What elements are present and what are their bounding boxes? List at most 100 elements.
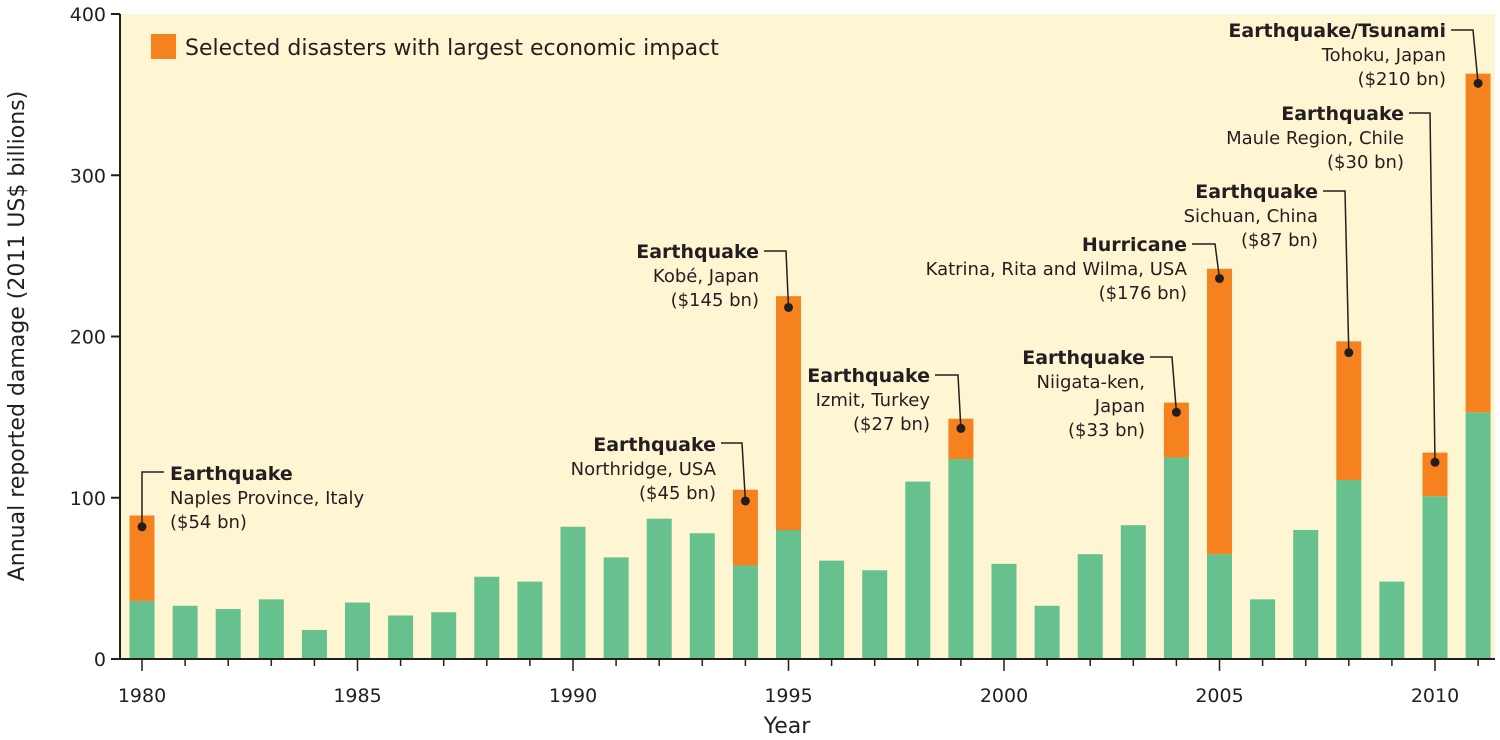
bar-base-1987 — [431, 612, 457, 659]
annotation-type-2004: Earthquake — [1022, 347, 1145, 369]
bar-base-1994 — [732, 565, 758, 659]
bar-base-1983 — [258, 599, 284, 659]
annotation-dot-2008 — [1344, 348, 1354, 358]
annotation-2010: Earthquake Maule Region, Chile ($30 bn) — [1226, 103, 1440, 467]
bar-base-1986 — [388, 615, 414, 659]
annotation-type-2011: Earthquake/Tsunami — [1228, 20, 1446, 42]
annotation-type-1980: Earthquake — [170, 463, 293, 485]
x-tick-label-2000: 2000 — [980, 685, 1028, 707]
annotation-2005: Hurricane Katrina, Rita and Wilma, USA ($1… — [926, 234, 1224, 304]
bar-base-1992 — [646, 518, 672, 659]
bar-base-1984 — [301, 629, 327, 659]
annotation-dot-1999 — [956, 423, 966, 433]
bar-base-1980 — [129, 600, 155, 659]
annotation-line-2008-2: ($87 bn) — [1241, 230, 1318, 251]
x-tick-label-1980: 1980 — [118, 685, 166, 707]
annotation-line-1994-2: ($45 bn) — [639, 483, 716, 504]
legend-swatch-highlight — [151, 34, 176, 59]
annotation-line-2008-1: Sichuan, China — [1184, 206, 1318, 227]
annotation-type-1994: Earthquake — [593, 434, 716, 456]
bar-base-1988 — [474, 576, 500, 659]
axes-group: 0 100 200 300 400 1980 1985 1990 1995 2000 2005 201… — [70, 4, 1495, 707]
plot-background — [120, 14, 1495, 659]
y-tick-label-400: 400 — [70, 4, 106, 26]
annotation-1999: Earthquake Izmit, Turkey ($27 bn) — [807, 365, 966, 435]
annotation-2011: Earthquake/Tsunami Tohoku, Japan ($210 bn) — [1228, 20, 1483, 90]
annotation-line-2004-1: Niigata-ken, — [1037, 372, 1146, 393]
bar-highlight-1995 — [776, 296, 801, 530]
annotation-type-1999: Earthquake — [807, 365, 930, 387]
annotation-leader-2004 — [1150, 356, 1178, 413]
annotation-1994: Earthquake Northridge, USA ($45 bn) — [571, 434, 750, 506]
x-tick-label-2010: 2010 — [1411, 685, 1459, 707]
annotation-leader-2010 — [1409, 112, 1436, 463]
annotation-1995: Earthquake Kobé, Japan ($145 bn) — [636, 241, 793, 312]
annotation-line-1980-1: Naples Province, Italy — [170, 488, 365, 509]
annotation-line-1999-1: Izmit, Turkey — [816, 390, 931, 411]
y-tick-label-100: 100 — [70, 488, 106, 510]
annotations-group: Earthquake Naples Province, Italy ($54 bn)… — [137, 20, 1483, 533]
annotation-dot-2005 — [1215, 273, 1224, 283]
legend-label: Selected disasters with largest economic… — [185, 36, 719, 61]
bar-base-1981 — [172, 605, 198, 659]
bar-base-2007 — [1293, 530, 1319, 659]
annotation-leader-2011 — [1451, 29, 1479, 84]
annotation-line-1980-2: ($54 bn) — [170, 512, 247, 533]
x-tick-label-1990: 1990 — [549, 685, 597, 707]
annotation-leader-1994 — [721, 442, 747, 502]
bar-highlight-2011 — [1465, 73, 1491, 413]
bar-highlight-2008 — [1336, 341, 1362, 481]
annotation-1980: Earthquake Naples Province, Italy ($54 bn) — [137, 463, 365, 533]
annotation-dot-2010 — [1430, 457, 1440, 467]
annotation-line-1995-2: ($145 bn) — [671, 290, 759, 311]
annotation-type-2010: Earthquake — [1281, 103, 1404, 125]
bar-base-2003 — [1120, 525, 1146, 659]
bar-base-1982 — [215, 609, 241, 659]
bar-base-2000 — [991, 563, 1017, 659]
annotation-leader-2005 — [1192, 243, 1221, 279]
annotation-leader-1980 — [141, 471, 164, 527]
bar-base-1998 — [905, 481, 931, 659]
annotation-dot-1994 — [740, 496, 750, 506]
annotation-line-2011-2: ($210 bn) — [1358, 69, 1446, 90]
bar-base-1995 — [776, 530, 801, 659]
bar-base-2010 — [1422, 496, 1448, 659]
bar-base-1991 — [603, 557, 629, 659]
bar-base-1990 — [560, 526, 586, 659]
bar-base-2006 — [1250, 599, 1276, 659]
annotation-line-2004-2: Japan — [1094, 396, 1145, 417]
x-tick-label-2005: 2005 — [1195, 685, 1243, 707]
bars-group — [129, 73, 1491, 659]
bar-base-1997 — [862, 570, 888, 659]
bar-base-2005 — [1207, 554, 1232, 659]
legend: Selected disasters with largest economic… — [151, 34, 719, 61]
bar-base-2004 — [1163, 457, 1189, 659]
annotation-line-1999-2: ($27 bn) — [853, 414, 930, 435]
annotation-line-1994-1: Northridge, USA — [571, 459, 717, 480]
annotation-line-2005-2: ($176 bn) — [1099, 283, 1187, 304]
y-tick-label-0: 0 — [94, 649, 106, 671]
bar-base-2001 — [1034, 605, 1060, 659]
annotation-leader-1995 — [764, 250, 790, 308]
annotation-line-2005-1: Katrina, Rita and Wilma, USA — [926, 259, 1188, 280]
bar-base-1989 — [517, 581, 543, 659]
annotation-leader-1999 — [935, 374, 962, 429]
annotation-leader-2008 — [1323, 190, 1350, 353]
bar-highlight-2005 — [1207, 268, 1232, 555]
annotation-dot-1995 — [784, 302, 793, 312]
annotation-line-2010-2: ($30 bn) — [1327, 152, 1404, 173]
y-tick-label-200: 200 — [70, 327, 106, 349]
annotation-type-1995: Earthquake — [636, 241, 759, 263]
bar-base-2002 — [1077, 554, 1103, 659]
bar-base-1999 — [948, 459, 974, 659]
annotation-line-2011-1: Tohoku, Japan — [1321, 45, 1446, 66]
y-tick-label-300: 300 — [70, 165, 106, 187]
bar-base-2009 — [1379, 581, 1405, 659]
annotation-line-2004-3: ($33 bn) — [1068, 420, 1145, 441]
annotation-2008: Earthquake Sichuan, China ($87 bn) — [1184, 181, 1354, 358]
annotation-type-2005: Hurricane — [1082, 234, 1187, 256]
annotation-2004: Earthquake Niigata-ken, Japan ($33 bn) — [1022, 347, 1181, 441]
annotation-type-2008: Earthquake — [1195, 181, 1318, 203]
annotation-dot-1980 — [137, 522, 147, 532]
